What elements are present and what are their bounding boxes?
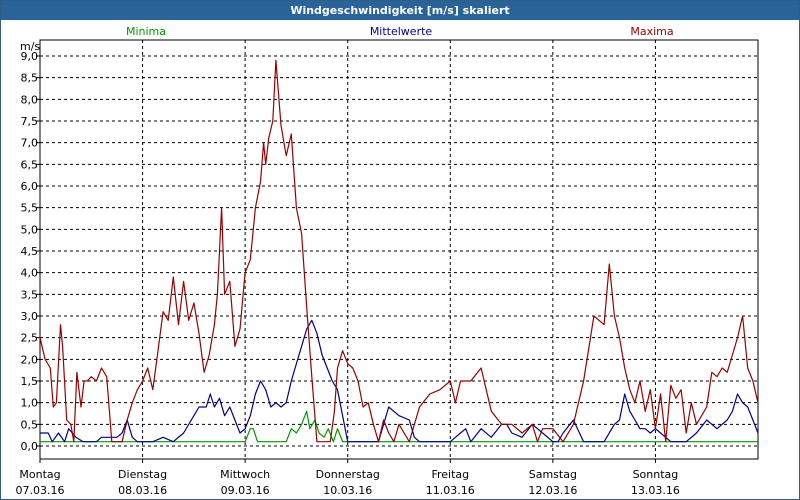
y-tick-label: 8,0 — [21, 93, 39, 106]
y-tick-label: 4,5 — [21, 245, 39, 258]
legend-entry: Mittelwerte — [370, 25, 433, 38]
y-tick-label: 7,0 — [21, 137, 39, 150]
y-tick-label: 2,0 — [21, 353, 39, 366]
x-tick-label-day: Samstag — [529, 468, 577, 481]
plot-area — [39, 39, 759, 460]
y-tick-label: 6,5 — [21, 158, 39, 171]
chart-title: Windgeschwindigkeit [m/s] skaliert — [1, 1, 799, 20]
y-tick-label: 3,5 — [21, 288, 39, 301]
y-tick-label: 5,5 — [21, 202, 39, 215]
y-tick-label: 6,0 — [21, 180, 39, 193]
x-tick-label-day: Mittwoch — [220, 468, 270, 481]
y-tick-label: 5,0 — [21, 223, 39, 236]
x-tick-label-date: 13.03.16 — [631, 484, 680, 497]
x-tick-label-date: 08.03.16 — [118, 484, 167, 497]
x-tick-label-date: 09.03.16 — [221, 484, 270, 497]
x-tick-label-date: 07.03.16 — [16, 484, 65, 497]
x-tick-label-day: Freitag — [431, 468, 469, 481]
y-tick-label: 2,5 — [21, 332, 39, 345]
x-tick-label-date: 10.03.16 — [323, 484, 372, 497]
x-tick-label-date: 12.03.16 — [528, 484, 577, 497]
x-tick-label-day: Montag — [19, 468, 60, 481]
y-tick-label: 8,5 — [21, 72, 39, 85]
x-tick-label-day: Dienstag — [118, 468, 167, 481]
y-axis-unit: m/s — [20, 40, 40, 53]
series-line-minima — [40, 410, 758, 443]
y-tick-label: 1,5 — [21, 375, 39, 388]
x-tick-label-day: Sonntag — [633, 468, 679, 481]
series-line-maxima — [39, 59, 759, 443]
y-tick-label: 4,0 — [21, 267, 39, 280]
series-line-mittelwerte — [40, 319, 759, 443]
y-tick-label: 0,5 — [21, 418, 39, 431]
y-tick-label: 0,0 — [21, 440, 39, 453]
x-tick-label-date: 11.03.16 — [426, 484, 475, 497]
y-tick-label: 3,0 — [21, 310, 39, 323]
legend-entry: Minima — [126, 25, 166, 38]
x-tick-label-day: Donnerstag — [316, 468, 380, 481]
y-tick-label: 7,5 — [21, 115, 39, 128]
y-tick-label: 1,0 — [21, 397, 39, 410]
legend-entry: Maxima — [630, 25, 673, 38]
y-tick-label: 9,0 — [21, 50, 39, 63]
